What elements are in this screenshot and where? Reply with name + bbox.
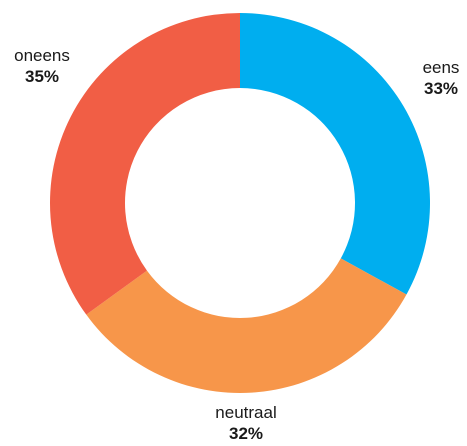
slice-eens	[240, 13, 431, 295]
slice-label-eens: eens	[423, 58, 460, 77]
slice-value-oneens: 35%	[25, 67, 59, 86]
chart-slices	[49, 13, 431, 394]
slice-label-oneens: oneens	[14, 46, 70, 65]
slice-value-neutraal: 32%	[229, 424, 263, 443]
slice-oneens	[49, 13, 241, 315]
chart-labels: eens 33% neutraal 32% oneens 35%	[14, 46, 459, 443]
slice-neutraal	[86, 258, 407, 394]
slice-label-neutraal: neutraal	[215, 403, 276, 422]
slice-value-eens: 33%	[424, 79, 458, 98]
